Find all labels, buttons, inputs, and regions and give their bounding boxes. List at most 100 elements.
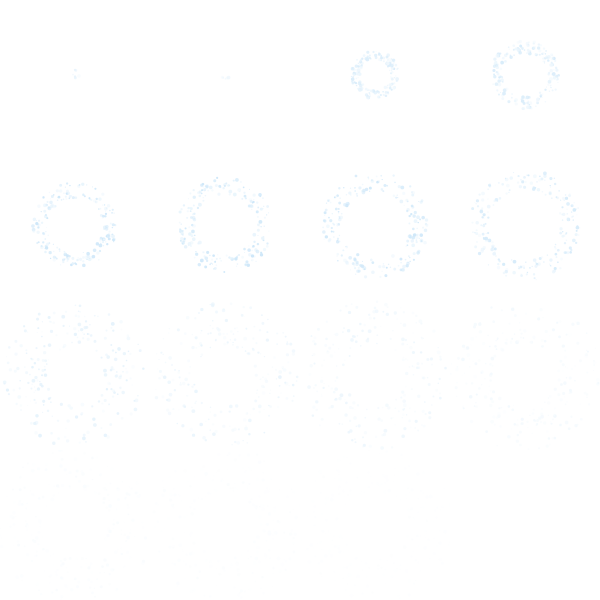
frost-particle <box>308 372 312 376</box>
frost-particle <box>35 550 38 553</box>
frost-particle <box>477 538 480 541</box>
frost-particle <box>525 181 527 183</box>
frost-particle <box>554 407 556 410</box>
frost-particle <box>287 361 290 364</box>
frost-particle <box>549 184 551 187</box>
frost-particle <box>507 435 511 439</box>
frost-particle <box>108 582 112 586</box>
frost-particle <box>25 396 27 398</box>
frost-particle <box>478 567 479 568</box>
frost-particle <box>232 333 235 335</box>
frost-particle <box>491 482 493 484</box>
frost-particle <box>101 241 105 244</box>
frost-particle <box>341 538 342 539</box>
frost-particle <box>334 195 338 198</box>
frost-particle <box>7 523 9 525</box>
frost-particle <box>199 258 204 263</box>
frost-particle <box>538 256 542 260</box>
frost-particle <box>480 371 483 374</box>
frost-particle <box>25 349 28 352</box>
frost-particle <box>419 351 422 354</box>
frost-particle <box>538 417 542 421</box>
frost-particle <box>500 91 502 93</box>
frost-particle <box>351 439 354 442</box>
frost-particle <box>323 359 325 361</box>
frost-particle <box>359 345 362 347</box>
frost-particle <box>248 482 251 485</box>
frost-particle <box>357 269 361 273</box>
frost-particle <box>36 538 40 542</box>
frost-particle <box>219 257 221 260</box>
frost-particle <box>360 264 364 268</box>
frost-particle <box>57 195 61 199</box>
frost-particle <box>320 417 324 421</box>
frost-particle <box>57 486 60 489</box>
frost-particle <box>263 225 265 227</box>
frost-particle <box>363 323 366 327</box>
frost-particle <box>520 46 524 50</box>
frost-particle <box>411 311 415 315</box>
frost-particle <box>477 517 480 520</box>
frost-particle <box>514 474 515 475</box>
frost-particle <box>424 535 426 537</box>
frost-particle <box>35 536 39 540</box>
frost-particle <box>108 230 111 233</box>
frost-particle <box>492 497 493 498</box>
frost-particle <box>536 418 540 422</box>
frost-particle <box>190 536 191 537</box>
frost-particle <box>504 60 507 63</box>
frost-particle <box>346 544 348 546</box>
frost-particle <box>34 389 37 392</box>
frost-particle <box>203 187 207 191</box>
frost-particle <box>322 530 325 533</box>
frost-particle <box>576 321 580 326</box>
frost-particle <box>532 571 535 574</box>
frost-particle <box>262 592 264 594</box>
frost-particle <box>480 224 483 227</box>
frost-particle <box>553 387 557 391</box>
frost-particle <box>109 482 112 485</box>
frost-particle <box>520 336 523 339</box>
frost-particle <box>527 448 530 450</box>
frost-particle <box>77 74 81 78</box>
frost-particle <box>312 405 316 409</box>
frost-particle <box>396 196 399 199</box>
frost-particle <box>336 194 339 197</box>
frost-particle <box>543 56 545 58</box>
frost-particle <box>189 506 192 509</box>
frost-particle <box>413 341 416 344</box>
frost-particle <box>112 523 115 526</box>
frost-particle <box>30 490 31 491</box>
frost-particle <box>36 331 38 334</box>
frost-particle <box>220 75 224 79</box>
frost-particle <box>496 493 500 497</box>
frost-particle <box>345 589 347 591</box>
frost-particle <box>343 550 347 554</box>
frost-particle <box>189 241 194 245</box>
frost-particle <box>49 257 52 260</box>
frost-particle <box>80 566 82 568</box>
frost-particle <box>251 347 254 350</box>
frost-particle <box>508 564 509 565</box>
frost-particle <box>196 576 199 580</box>
frost-particle <box>403 427 407 431</box>
frost-particle <box>527 573 529 575</box>
frost-particle <box>61 258 65 262</box>
frost-particle <box>105 234 110 238</box>
frost-particle <box>243 336 248 341</box>
frost-particle <box>13 523 16 526</box>
frost-particle <box>191 406 193 409</box>
frost-particle <box>201 189 204 192</box>
frost-particle <box>291 352 295 356</box>
frost-particle <box>361 491 362 492</box>
frost-particle <box>557 81 559 84</box>
frost-particle <box>52 564 54 566</box>
frost-particle <box>343 400 345 402</box>
frost-particle <box>543 339 547 343</box>
frost-particle <box>383 566 385 568</box>
frost-particle <box>25 552 30 557</box>
frost-particle <box>502 88 507 93</box>
frost-particle <box>41 321 43 323</box>
frost-particle <box>474 245 478 249</box>
frost-particle <box>66 332 69 335</box>
